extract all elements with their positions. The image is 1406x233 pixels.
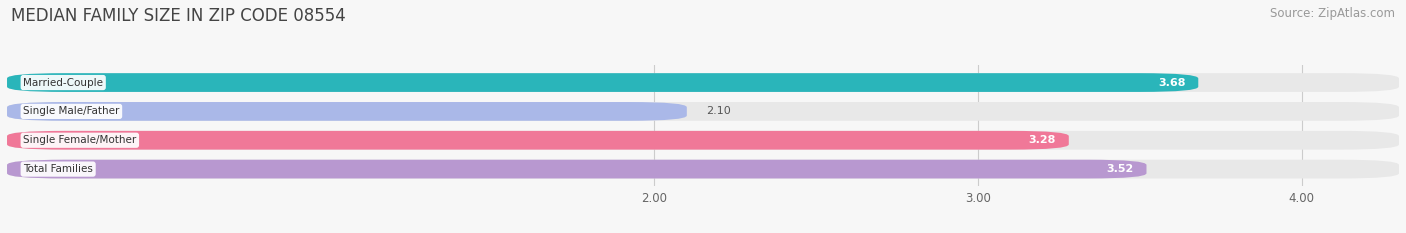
Text: Single Female/Mother: Single Female/Mother xyxy=(24,135,136,145)
FancyBboxPatch shape xyxy=(7,160,1399,178)
Text: Source: ZipAtlas.com: Source: ZipAtlas.com xyxy=(1270,7,1395,20)
Text: Total Families: Total Families xyxy=(24,164,93,174)
FancyBboxPatch shape xyxy=(7,131,1399,150)
FancyBboxPatch shape xyxy=(7,131,1069,150)
Text: Married-Couple: Married-Couple xyxy=(24,78,103,88)
FancyBboxPatch shape xyxy=(7,102,686,121)
Text: 2.10: 2.10 xyxy=(706,106,731,116)
Text: 3.52: 3.52 xyxy=(1107,164,1133,174)
Text: 3.28: 3.28 xyxy=(1028,135,1056,145)
Text: Single Male/Father: Single Male/Father xyxy=(24,106,120,116)
FancyBboxPatch shape xyxy=(7,73,1198,92)
Text: MEDIAN FAMILY SIZE IN ZIP CODE 08554: MEDIAN FAMILY SIZE IN ZIP CODE 08554 xyxy=(11,7,346,25)
Text: 3.68: 3.68 xyxy=(1157,78,1185,88)
FancyBboxPatch shape xyxy=(7,73,1399,92)
FancyBboxPatch shape xyxy=(7,160,1146,178)
FancyBboxPatch shape xyxy=(7,102,1399,121)
